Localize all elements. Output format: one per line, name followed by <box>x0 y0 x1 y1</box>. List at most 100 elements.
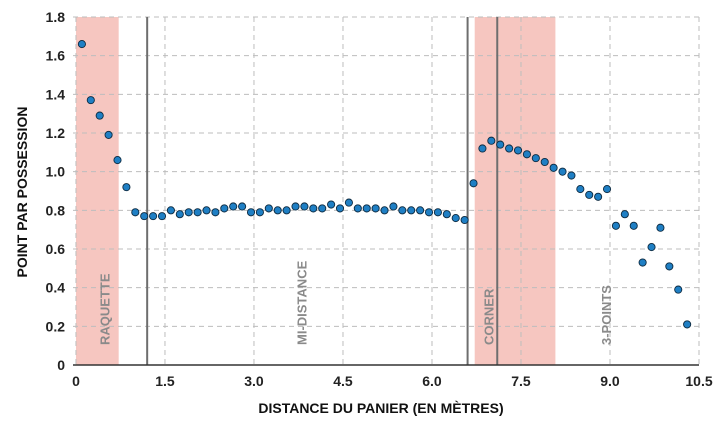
x-tick-label: 7.5 <box>511 373 531 389</box>
data-point <box>95 111 104 120</box>
data-point <box>122 183 131 192</box>
data-point <box>416 206 425 215</box>
y-tick-label: 1.6 <box>46 48 66 64</box>
y-axis-title: POINT PAR POSSESSION <box>14 107 30 278</box>
data-point <box>104 130 113 139</box>
tick-labels: 0 1.5 3.0 4.5 6.0 7.5 9.0 10.5 0 0.2 0.4 0.6 0.8 1.0 1… <box>46 9 713 389</box>
data-point <box>424 208 434 217</box>
y-tick-label: 1.2 <box>46 125 66 141</box>
y-tick-label: 1.0 <box>46 164 66 180</box>
data-point <box>86 96 95 105</box>
y-tick-label: 0 <box>57 357 65 373</box>
x-tick-label: 10.5 <box>685 373 712 389</box>
y-tick-label: 0.2 <box>46 318 66 334</box>
data-point <box>602 185 612 194</box>
data-point <box>505 144 514 153</box>
data-point <box>398 206 407 215</box>
data-point <box>175 210 184 219</box>
data-point <box>229 202 238 211</box>
data-point <box>585 190 594 199</box>
data-point <box>487 136 496 145</box>
data-point <box>309 204 318 213</box>
shaded-region-1 <box>474 17 556 365</box>
data-point <box>478 144 487 153</box>
data-point <box>220 204 229 213</box>
x-axis-title: DISTANCE DU PANIER (EN MÈTRES) <box>258 400 503 416</box>
data-point <box>282 206 291 215</box>
data-point <box>389 202 398 211</box>
data-point <box>674 285 683 294</box>
zone-label-0: RAQUETTE <box>97 273 112 345</box>
data-point <box>149 212 158 221</box>
data-point <box>522 150 531 159</box>
data-point <box>77 40 86 49</box>
data-point <box>567 171 576 180</box>
y-tick-label: 1.8 <box>46 9 66 25</box>
shaded-region-0 <box>75 17 119 365</box>
data-point <box>255 208 264 217</box>
data-point <box>273 206 282 215</box>
zone-label-2: CORNER <box>481 288 496 345</box>
data-point <box>531 154 540 163</box>
x-tick-label: 0 <box>72 373 80 389</box>
y-tick-label: 1.4 <box>46 86 66 102</box>
data-point <box>157 212 167 221</box>
y-tick-label: 0.4 <box>46 280 66 296</box>
data-point <box>202 206 211 215</box>
data-point <box>291 202 300 211</box>
data-point <box>166 206 175 215</box>
data-point <box>246 208 256 217</box>
zone-dividers <box>146 17 499 365</box>
zone-label-3: 3-POINTS <box>599 285 614 345</box>
data-point <box>469 179 478 188</box>
data-point <box>451 214 460 223</box>
data-points <box>77 40 692 329</box>
data-point <box>184 208 193 217</box>
data-point <box>264 204 273 213</box>
data-point <box>460 215 469 225</box>
data-point <box>594 192 603 201</box>
data-point <box>113 156 122 165</box>
data-point <box>140 212 149 221</box>
data-point <box>611 221 620 230</box>
data-point <box>620 210 629 219</box>
data-point <box>380 206 389 215</box>
x-tick-label: 3.0 <box>244 373 264 389</box>
zone-label-1: MI-DISTANCE <box>294 260 309 345</box>
data-point <box>540 157 549 167</box>
data-point <box>576 185 585 194</box>
data-point <box>656 223 665 232</box>
y-tick-label: 0.8 <box>46 202 66 218</box>
data-point <box>513 146 523 155</box>
data-point <box>407 206 416 215</box>
data-point <box>211 208 220 217</box>
data-point <box>318 204 327 213</box>
data-point <box>335 204 345 213</box>
x-tick-label: 9.0 <box>600 373 620 389</box>
x-tick-label: 1.5 <box>155 373 175 389</box>
data-point <box>496 140 505 149</box>
x-tick-label: 6.0 <box>422 373 442 389</box>
data-point <box>433 208 442 217</box>
zone-labels: RAQUETTE MI-DISTANCE CORNER 3-POINTS <box>97 260 613 345</box>
data-point <box>442 210 451 219</box>
data-point <box>238 202 247 211</box>
data-point <box>647 243 656 252</box>
data-point <box>131 208 140 217</box>
data-point <box>344 198 353 207</box>
data-point <box>371 204 380 213</box>
x-tick-label: 4.5 <box>333 373 353 389</box>
data-point <box>665 262 674 271</box>
y-tick-label: 0.6 <box>46 241 66 257</box>
data-point <box>353 204 362 213</box>
data-point <box>300 202 309 211</box>
data-point <box>638 258 647 267</box>
data-point <box>362 204 371 213</box>
data-point <box>558 167 567 176</box>
data-point <box>193 208 202 217</box>
data-point <box>549 163 558 172</box>
data-point <box>629 221 638 230</box>
shaded-regions <box>75 17 556 365</box>
